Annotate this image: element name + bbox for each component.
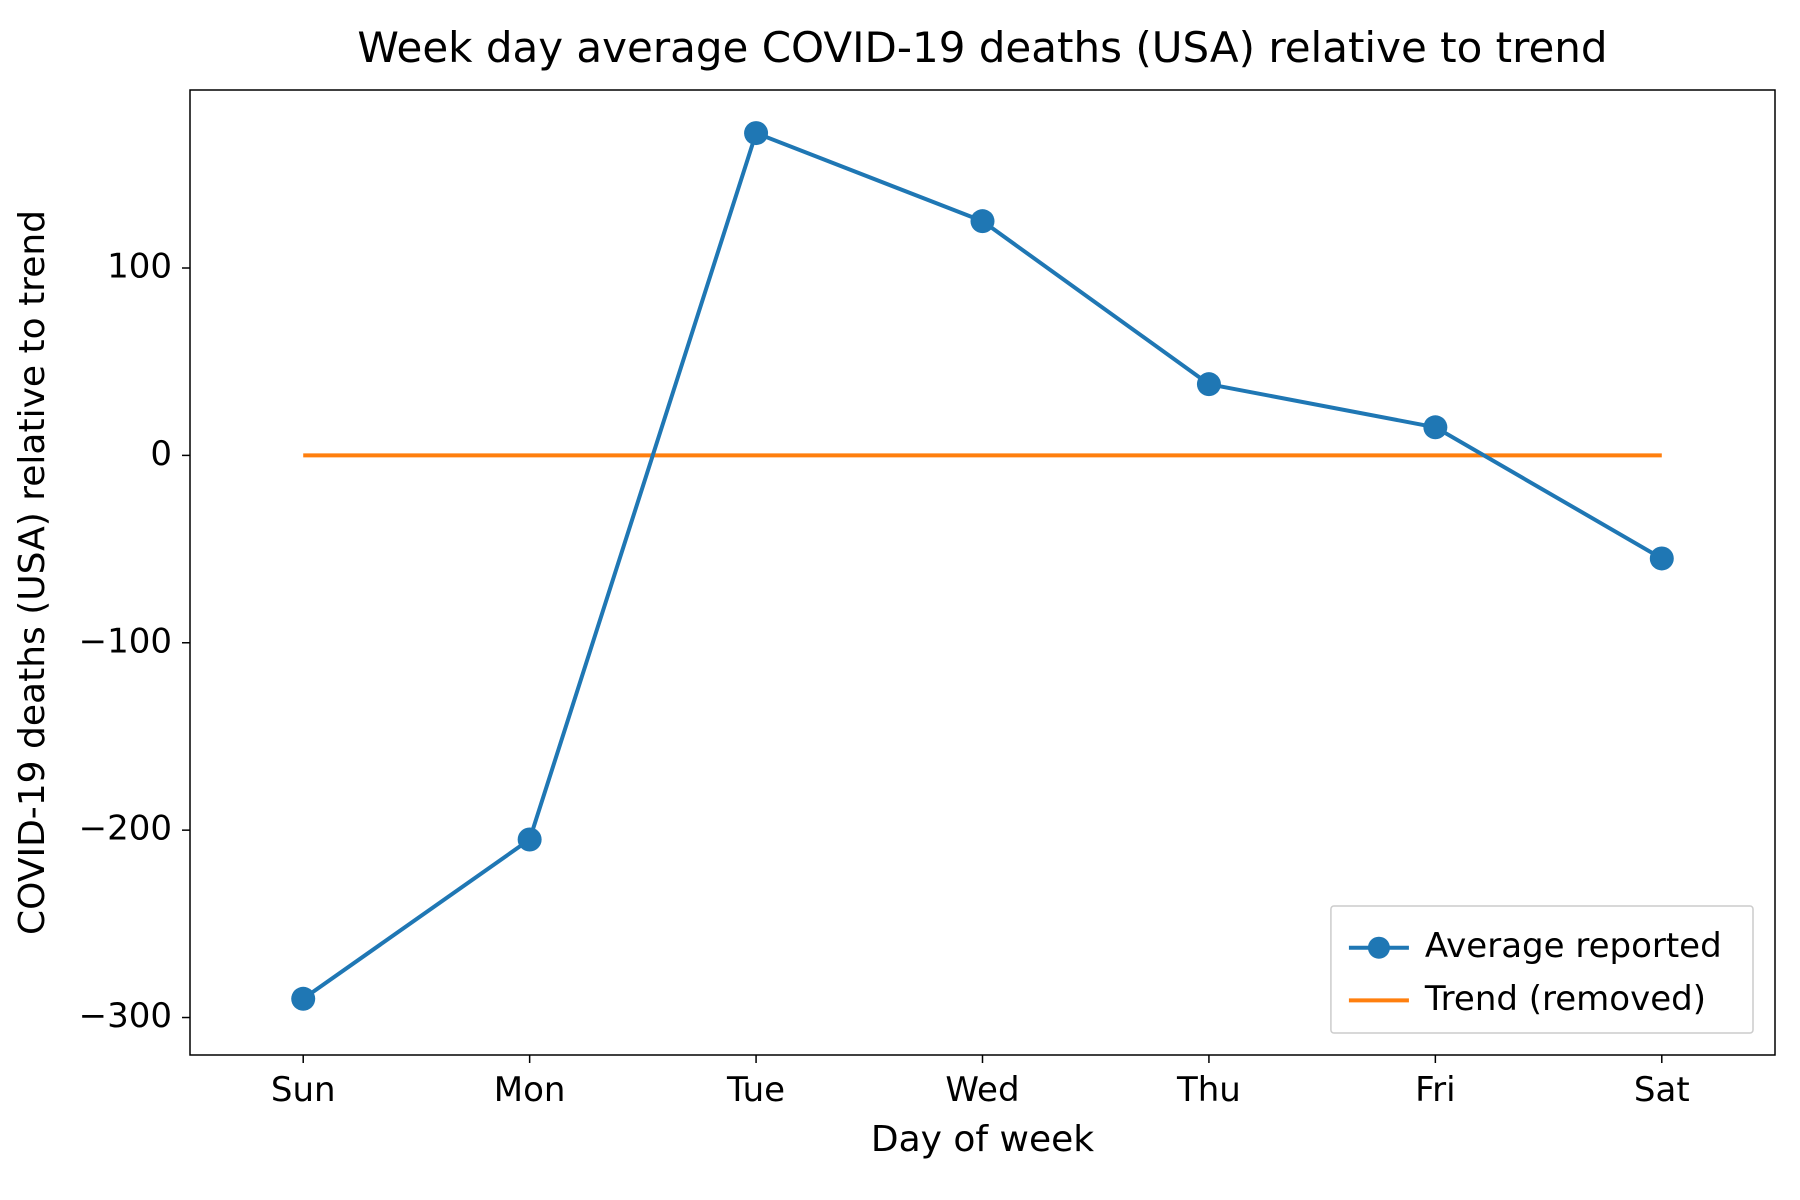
y-tick-label: −200 [79,809,172,849]
y-tick-label: −100 [79,621,172,661]
legend-label: Average reported [1425,926,1722,966]
x-tick-label: Mon [494,1070,566,1110]
data-marker [1650,546,1674,570]
chart-container: Week day average COVID-19 deaths (USA) r… [0,0,1800,1200]
legend-swatch-marker [1368,937,1390,959]
x-tick-label: Fri [1415,1070,1456,1110]
chart-title: Week day average COVID-19 deaths (USA) r… [357,23,1607,72]
y-axis-label: COVID-19 deaths (USA) relative to trend [12,210,53,935]
x-tick-label: Sat [1634,1070,1690,1110]
legend-label: Trend (removed) [1424,979,1706,1019]
x-tick-label: Sun [271,1070,336,1110]
x-tick-label: Thu [1176,1070,1241,1110]
legend: Average reported Trend (removed) [1331,906,1753,1033]
x-axis-label: Day of week [871,1119,1094,1160]
data-marker [1423,415,1447,439]
y-tick-label: 100 [107,247,172,287]
x-tick-label: Tue [726,1070,785,1110]
data-marker [1197,372,1221,396]
data-marker [971,209,995,233]
y-tick-label: −300 [79,996,172,1036]
x-tick-label: Wed [945,1070,1019,1110]
y-tick-label: 0 [150,434,172,474]
line-chart: Week day average COVID-19 deaths (USA) r… [0,0,1800,1200]
data-marker [291,987,315,1011]
data-marker [744,121,768,145]
data-marker [518,828,542,852]
